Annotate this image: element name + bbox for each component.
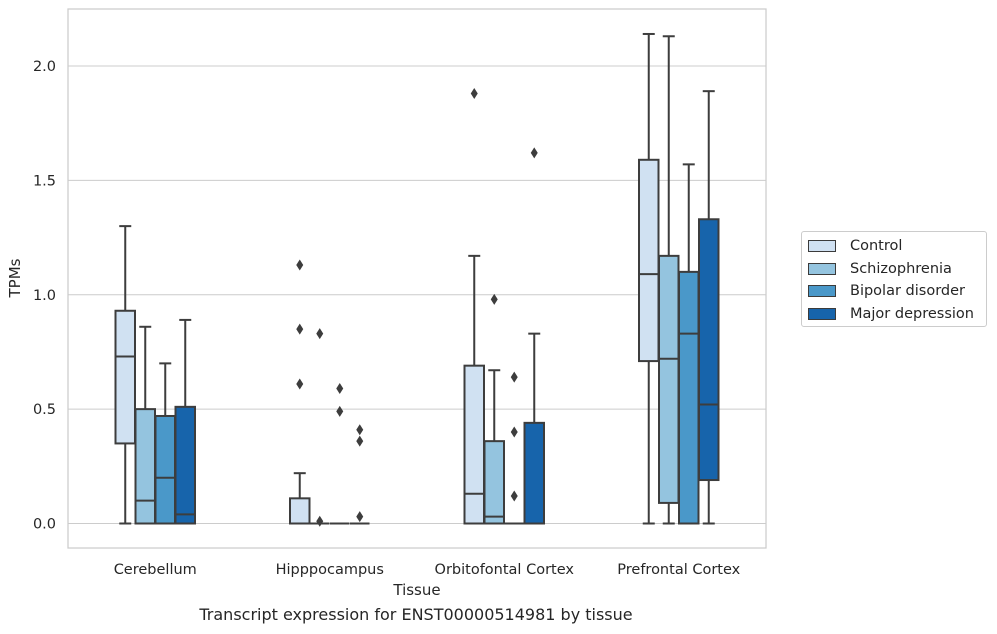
box-schizophrenia xyxy=(134,325,156,525)
box-major-depression xyxy=(350,424,370,525)
outlier-point xyxy=(316,515,324,527)
box-control xyxy=(463,87,485,525)
legend-label-control: Control xyxy=(850,238,903,255)
y-tick-label: 0.0 xyxy=(33,517,56,533)
box-schizophrenia xyxy=(310,328,330,527)
box-iqr xyxy=(463,364,485,525)
legend-swatch-bipolar-disorder xyxy=(808,285,836,298)
outlier-point xyxy=(316,328,324,340)
box-bipolar-disorder xyxy=(330,383,350,525)
box-control xyxy=(289,259,311,525)
outlier-point xyxy=(470,87,478,99)
box-iqr xyxy=(658,254,680,504)
outlier-point xyxy=(356,424,364,436)
outlier-point xyxy=(296,259,304,271)
legend-swatch-control xyxy=(808,240,836,253)
box-iqr xyxy=(678,270,700,525)
x-axis-label: Tissue xyxy=(392,581,440,599)
outlier-point xyxy=(336,383,344,395)
box-iqr xyxy=(698,218,720,482)
y-tick-label: 2.0 xyxy=(33,59,56,75)
box-bipolar-disorder xyxy=(678,163,700,525)
chart-caption: Transcript expression for ENST0000051498… xyxy=(199,605,633,624)
box-iqr xyxy=(154,414,176,525)
legend-item-schizophrenia: Schizophrenia xyxy=(808,258,986,281)
box-bipolar-disorder xyxy=(154,362,176,525)
outlier-point xyxy=(510,426,518,438)
plot-area-frame xyxy=(67,8,767,549)
legend-swatch-major-depression xyxy=(808,307,836,320)
box-iqr xyxy=(638,158,660,363)
x-tick-label: Hipppocampus xyxy=(276,562,384,578)
y-tick-label: 1.0 xyxy=(33,288,56,304)
outlier-point xyxy=(490,293,498,305)
box-layer xyxy=(114,32,720,527)
y-tick-label: 1.5 xyxy=(33,173,56,189)
y-tick-label: 0.5 xyxy=(33,402,56,418)
x-tick-label: Cerebellum xyxy=(114,562,197,578)
box-control xyxy=(114,225,136,525)
box-bipolar-disorder xyxy=(504,371,524,525)
box-schizophrenia xyxy=(483,293,505,525)
legend: Control Schizophrenia Bipolar disorder M… xyxy=(801,231,987,327)
legend-item-major-depression: Major depression xyxy=(808,303,986,326)
outlier-point xyxy=(356,435,364,447)
box-iqr xyxy=(523,421,545,525)
outlier-point xyxy=(356,511,364,523)
legend-item-control: Control xyxy=(808,235,986,258)
y-tick-labels: 0.0 0.5 1.0 1.5 2.0 xyxy=(33,59,56,533)
legend-label-schizophrenia: Schizophrenia xyxy=(850,260,952,277)
box-major-depression xyxy=(523,147,545,525)
legend-label-bipolar-disorder: Bipolar disorder xyxy=(850,283,965,300)
box-iqr xyxy=(114,309,136,445)
legend-swatch-schizophrenia xyxy=(808,262,836,275)
outlier-point xyxy=(510,490,518,502)
x-tick-label: Orbitofontal Cortex xyxy=(435,562,575,578)
legend-item-bipolar-disorder: Bipolar disorder xyxy=(808,280,986,303)
box-iqr xyxy=(289,497,311,525)
outlier-point xyxy=(296,378,304,390)
legend-label-major-depression: Major depression xyxy=(850,305,974,322)
box-schizophrenia xyxy=(658,35,680,525)
box-control xyxy=(638,32,660,525)
box-iqr xyxy=(174,405,196,525)
y-axis-label: TPMs xyxy=(6,258,24,298)
box-major-depression xyxy=(698,90,720,525)
box-iqr xyxy=(134,408,156,525)
outlier-point xyxy=(530,147,538,159)
outlier-point xyxy=(510,371,518,383)
x-tick-labels: Cerebellum Hipppocampus Orbitofontal Corte… xyxy=(114,562,741,578)
box-iqr xyxy=(483,440,505,525)
box-major-depression xyxy=(174,318,196,525)
x-tick-label: Prefrontal Cortex xyxy=(617,562,740,578)
outlier-point xyxy=(336,405,344,417)
outlier-point xyxy=(296,323,304,335)
